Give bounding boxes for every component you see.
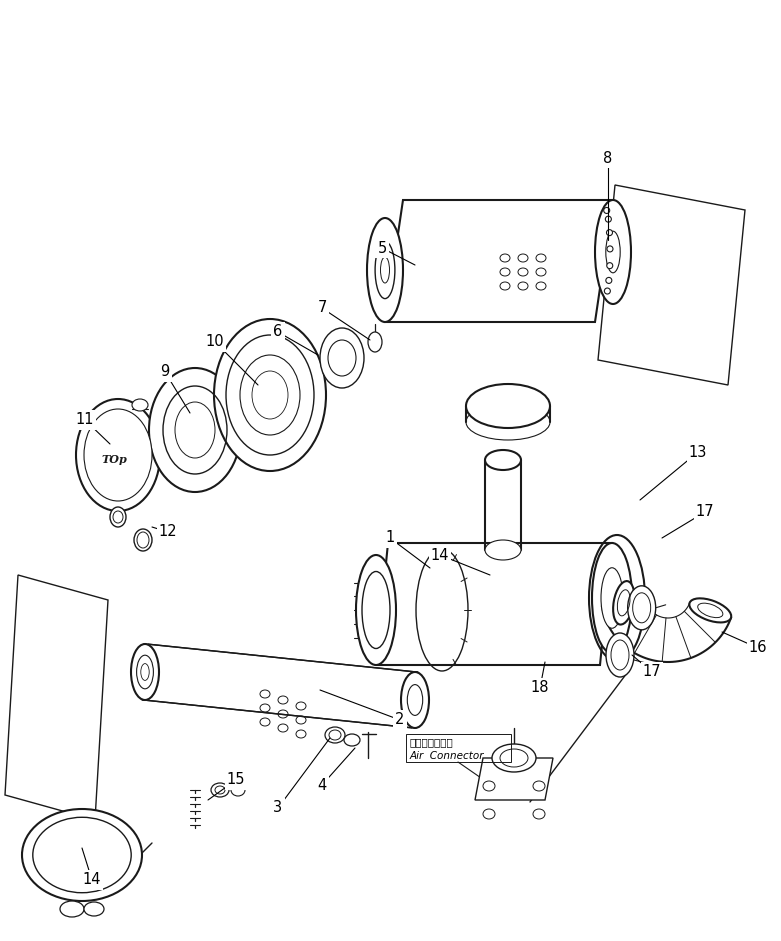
- Text: 5: 5: [377, 241, 387, 256]
- Ellipse shape: [356, 555, 396, 665]
- Polygon shape: [598, 185, 745, 385]
- Ellipse shape: [211, 783, 229, 797]
- Ellipse shape: [231, 784, 245, 796]
- Text: 12: 12: [159, 524, 177, 539]
- Ellipse shape: [533, 781, 545, 791]
- Text: 3: 3: [273, 801, 283, 816]
- Ellipse shape: [466, 384, 550, 428]
- Ellipse shape: [368, 332, 382, 352]
- Text: 8: 8: [604, 151, 612, 166]
- Ellipse shape: [380, 257, 390, 283]
- Ellipse shape: [134, 529, 152, 551]
- Ellipse shape: [401, 672, 429, 728]
- Ellipse shape: [84, 902, 104, 916]
- Ellipse shape: [131, 644, 159, 700]
- Ellipse shape: [533, 809, 545, 819]
- Text: 11: 11: [76, 412, 95, 427]
- Text: 2: 2: [395, 712, 405, 727]
- Text: 16: 16: [749, 641, 767, 656]
- Ellipse shape: [601, 567, 623, 629]
- Text: 17: 17: [696, 504, 715, 519]
- Ellipse shape: [84, 409, 152, 501]
- Ellipse shape: [113, 511, 123, 523]
- Text: 4: 4: [317, 777, 326, 792]
- Text: Air  Connector: Air Connector: [410, 751, 484, 761]
- Ellipse shape: [485, 540, 521, 560]
- Ellipse shape: [483, 781, 495, 791]
- Text: 6: 6: [273, 325, 283, 340]
- Text: 13: 13: [689, 444, 707, 459]
- Ellipse shape: [466, 404, 550, 440]
- Ellipse shape: [628, 586, 656, 630]
- Ellipse shape: [132, 399, 148, 411]
- Text: TOp: TOp: [101, 454, 127, 465]
- Text: 14: 14: [431, 548, 449, 563]
- Ellipse shape: [607, 246, 613, 252]
- Text: 15: 15: [226, 773, 245, 788]
- Ellipse shape: [605, 216, 612, 222]
- Ellipse shape: [362, 571, 390, 648]
- Ellipse shape: [375, 242, 395, 298]
- Text: 17: 17: [643, 664, 662, 679]
- Ellipse shape: [367, 218, 403, 322]
- Ellipse shape: [595, 200, 631, 304]
- Text: 18: 18: [531, 680, 549, 695]
- Ellipse shape: [606, 633, 634, 677]
- Ellipse shape: [110, 507, 126, 527]
- Text: 14: 14: [83, 872, 102, 887]
- Polygon shape: [5, 575, 108, 820]
- Ellipse shape: [325, 727, 345, 743]
- Polygon shape: [475, 758, 553, 800]
- Ellipse shape: [76, 399, 160, 511]
- Ellipse shape: [606, 231, 620, 273]
- Polygon shape: [376, 543, 612, 665]
- Ellipse shape: [606, 278, 612, 283]
- Ellipse shape: [485, 450, 521, 470]
- Ellipse shape: [690, 598, 731, 622]
- Polygon shape: [385, 200, 613, 322]
- Ellipse shape: [60, 901, 84, 917]
- Ellipse shape: [613, 582, 634, 625]
- Ellipse shape: [320, 328, 364, 388]
- Ellipse shape: [607, 230, 612, 235]
- Polygon shape: [142, 645, 418, 727]
- Text: エアーコネクタ: エアーコネクタ: [410, 737, 454, 747]
- Ellipse shape: [610, 655, 624, 671]
- Ellipse shape: [604, 288, 610, 294]
- Ellipse shape: [592, 543, 632, 653]
- Ellipse shape: [604, 207, 610, 214]
- Text: 10: 10: [205, 334, 224, 349]
- Text: 1: 1: [385, 531, 394, 546]
- Ellipse shape: [149, 368, 241, 492]
- Text: 9: 9: [160, 364, 169, 379]
- Polygon shape: [22, 843, 152, 855]
- Ellipse shape: [483, 809, 495, 819]
- Ellipse shape: [214, 319, 326, 471]
- Ellipse shape: [607, 263, 613, 269]
- Ellipse shape: [22, 809, 142, 901]
- Ellipse shape: [344, 734, 360, 746]
- Text: 7: 7: [317, 300, 326, 315]
- Ellipse shape: [492, 744, 536, 772]
